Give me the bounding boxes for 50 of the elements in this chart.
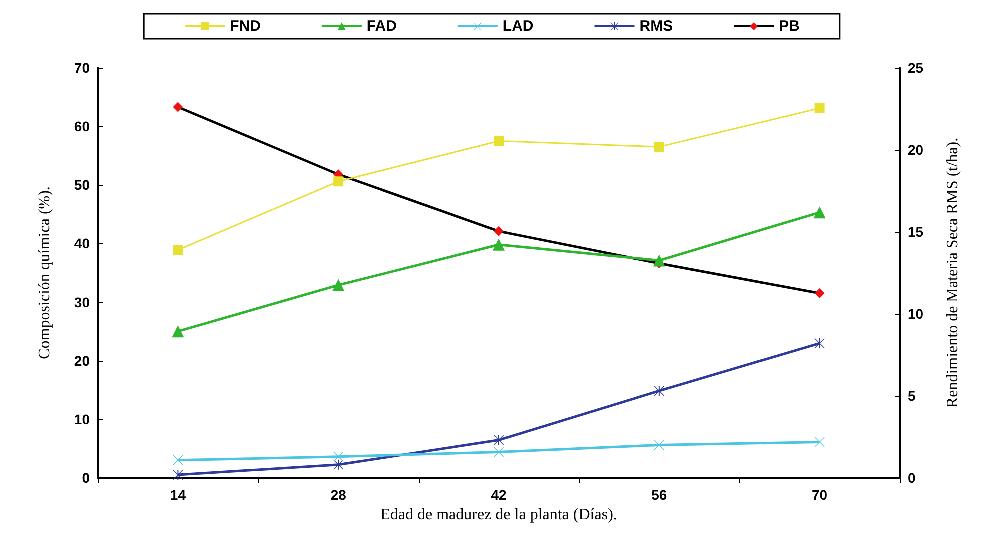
point — [334, 460, 344, 470]
point — [173, 455, 184, 466]
point — [173, 102, 184, 112]
y2-tick-label: 15 — [908, 224, 924, 240]
y2-tick-label: 10 — [908, 306, 924, 322]
y2-tick-label: 25 — [908, 60, 924, 76]
y-tick-label: 70 — [74, 60, 90, 76]
y2-tick-label: 20 — [908, 142, 924, 158]
y-tick-label: 0 — [82, 470, 90, 486]
x-tick-label: 14 — [170, 487, 186, 503]
legend-label: PB — [779, 18, 800, 35]
point — [654, 440, 664, 450]
point — [494, 447, 504, 458]
point — [814, 206, 826, 219]
point — [334, 176, 344, 187]
point — [332, 279, 345, 292]
y-tick-label: 10 — [74, 411, 90, 428]
x-tick-label: 42 — [491, 487, 507, 503]
point — [653, 254, 666, 267]
point — [494, 226, 504, 236]
y2-tick-label: 5 — [908, 388, 916, 404]
point — [173, 470, 184, 480]
point — [494, 136, 504, 146]
y-tick-label: 30 — [74, 294, 90, 310]
x-axis-title: Edad de madurez de la planta (Días). — [380, 506, 618, 524]
point — [334, 452, 344, 462]
point — [814, 338, 825, 349]
point — [654, 142, 664, 152]
point — [493, 238, 505, 251]
y-tick-label: 50 — [74, 177, 90, 194]
y2-axis-title: Rendimiento de Materia Seca RMS (t/ha). — [944, 138, 962, 408]
legend-label: RMS — [640, 18, 674, 35]
x-tick-label: 70 — [812, 487, 828, 503]
point — [814, 288, 825, 298]
x-tick-label: 28 — [330, 487, 347, 503]
legend-label: FND — [230, 18, 262, 35]
x-tick-label: 56 — [652, 487, 668, 503]
point — [814, 437, 825, 448]
point — [172, 326, 184, 338]
point — [494, 435, 504, 446]
y-tick-label: 60 — [74, 118, 90, 135]
y-tick-label: 40 — [74, 236, 90, 252]
y2-tick-label: 0 — [908, 470, 916, 486]
y-tick-label: 20 — [74, 352, 90, 369]
point — [814, 103, 825, 114]
legend-label: LAD — [502, 18, 534, 35]
y-axis-title: Composición química (%). — [36, 186, 54, 360]
point — [654, 386, 664, 396]
legend-label: FAD — [366, 18, 398, 35]
point — [173, 245, 184, 256]
